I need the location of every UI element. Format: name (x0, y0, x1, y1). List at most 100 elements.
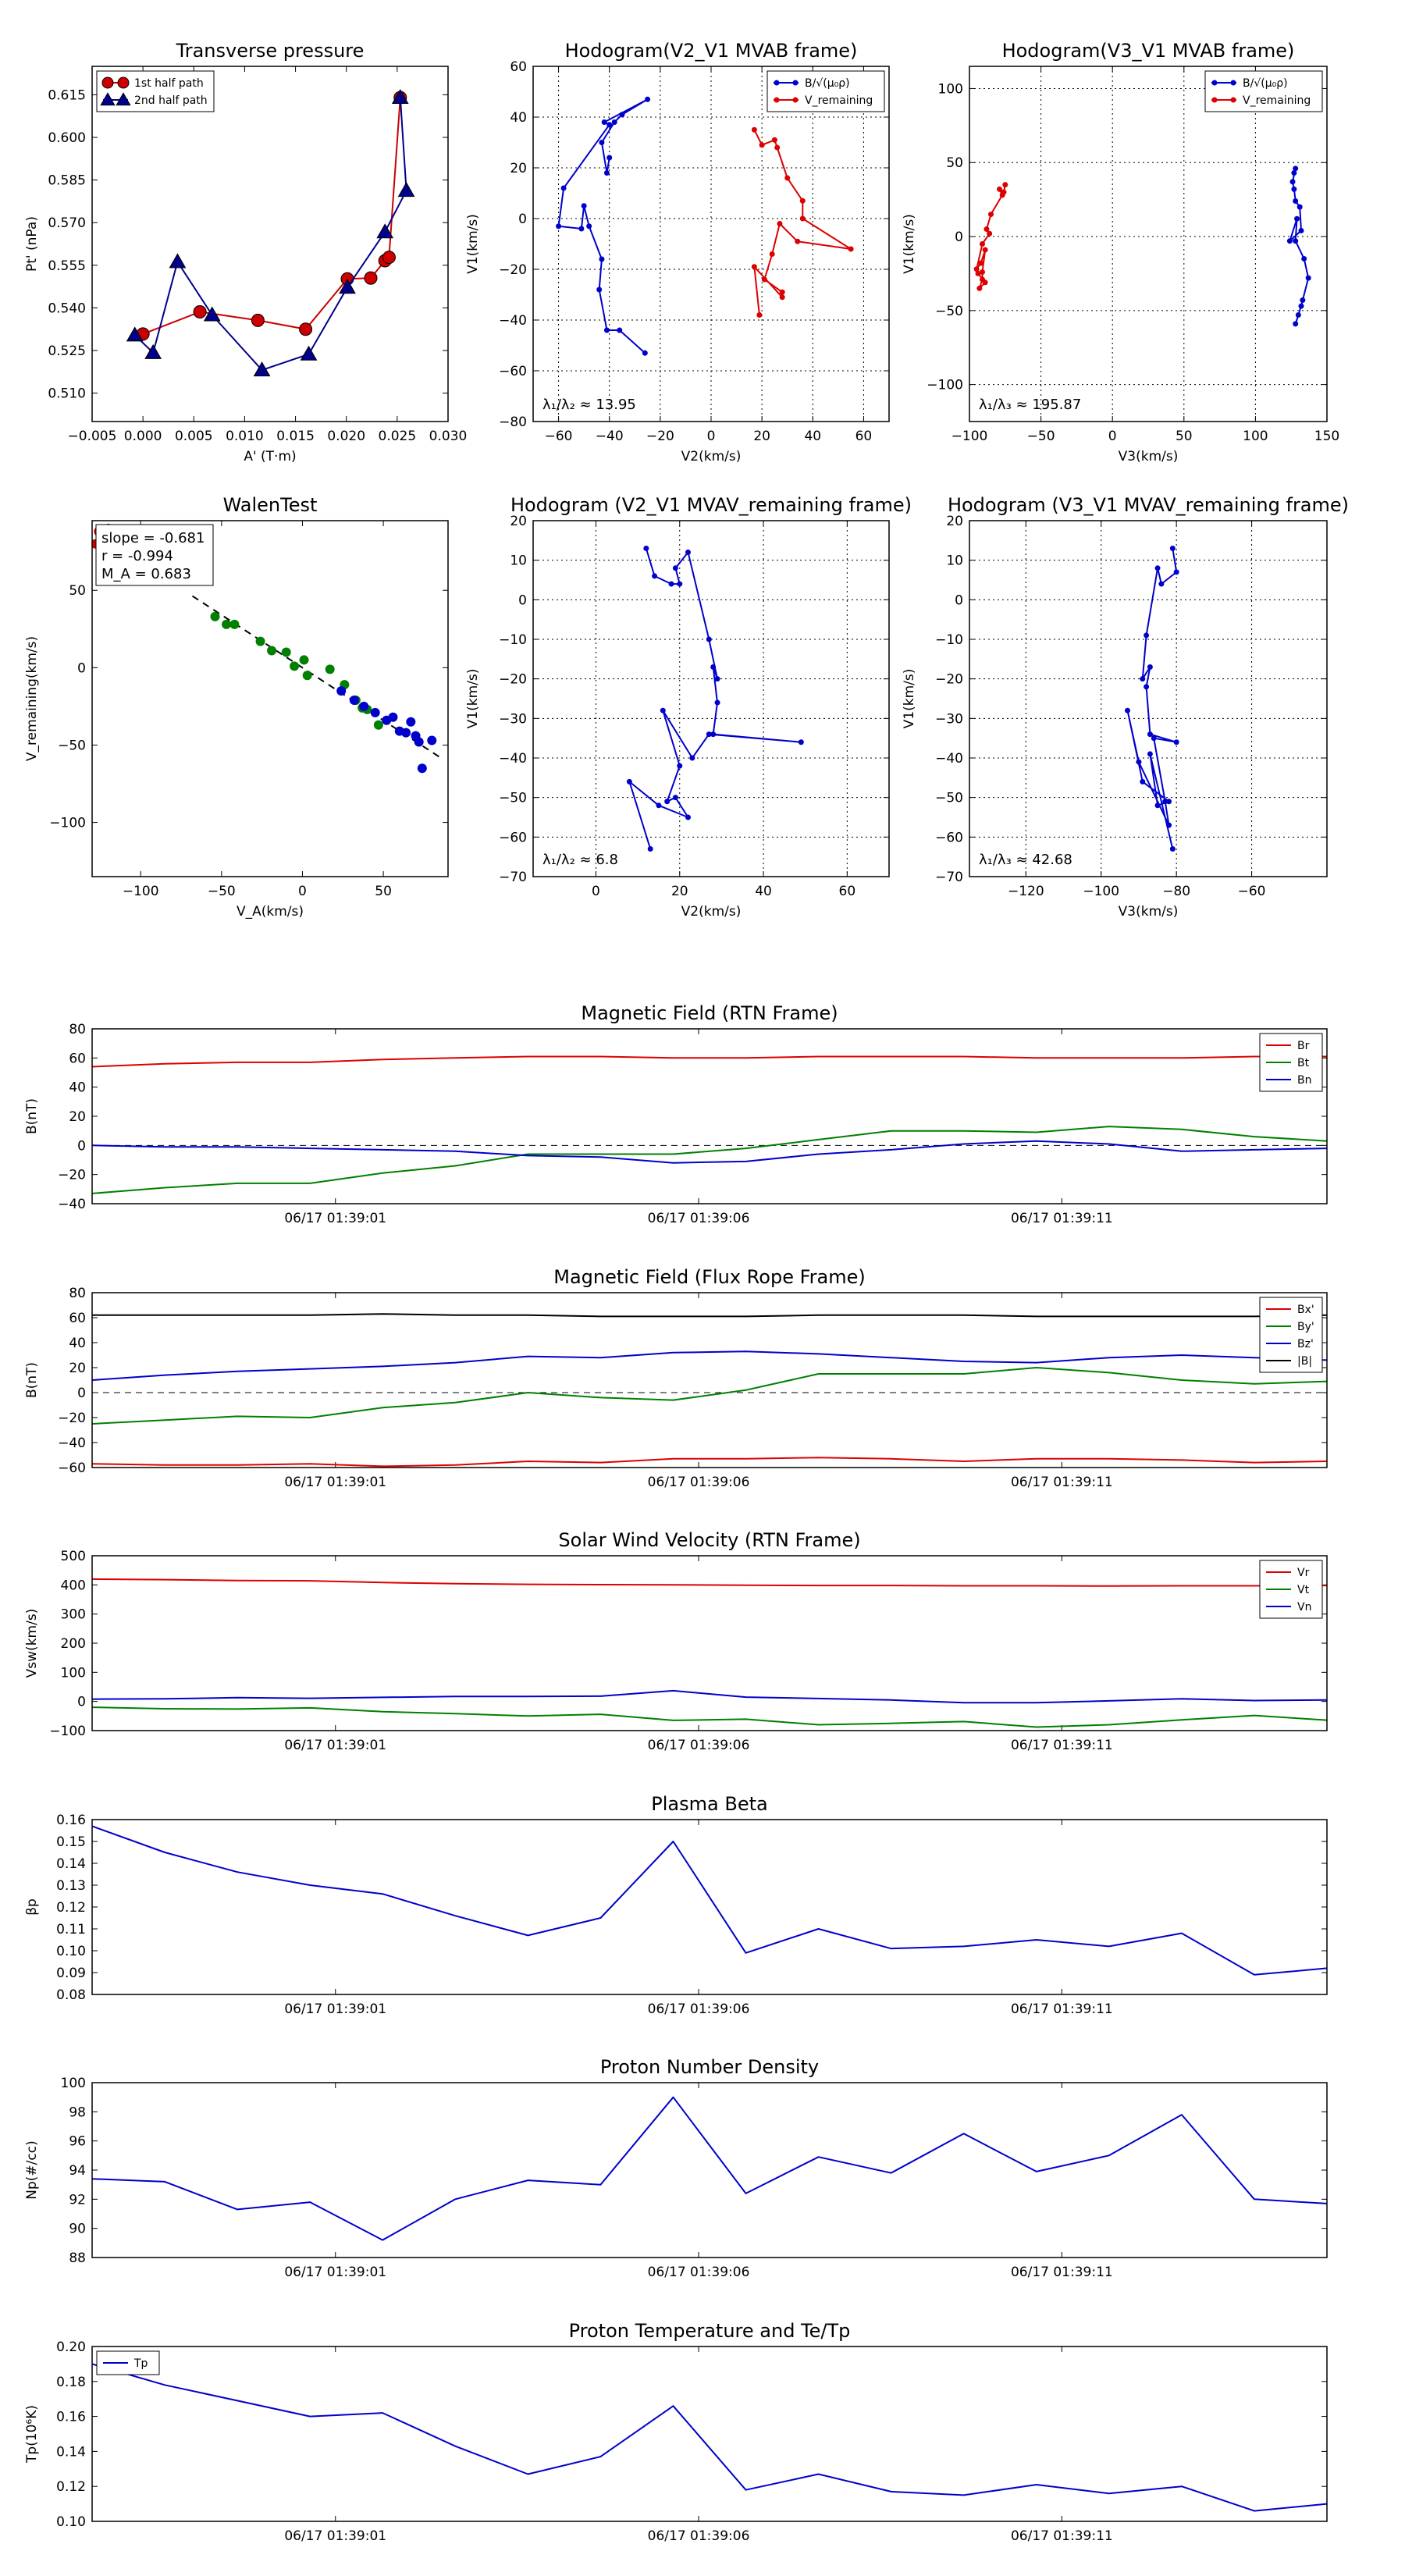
series-v-remaining-marker (979, 269, 985, 276)
legend-label: Bt (1297, 1057, 1310, 1069)
series-trajectory-marker (668, 581, 674, 587)
legend-box (1204, 70, 1323, 112)
series-tp-line (92, 2363, 1327, 2512)
y-tick-label: −100 (49, 816, 86, 831)
series-trajectory-marker (1158, 581, 1165, 587)
chart-8: Magnetic Field (Flux Rope Frame) 06/17 01… (24, 1266, 1328, 1490)
series-2nd-half-path-marker (397, 182, 415, 197)
y-axis-label: V1(km/s) (902, 214, 917, 274)
chart-5: Hodogram (V2_V1 MVAV_remaining frame) 0 20… (465, 494, 912, 920)
x-tick-label: −120 (1008, 884, 1044, 899)
series-trajectory-marker (656, 802, 662, 809)
x-tick-label: −40 (596, 429, 624, 444)
y-tick-label: 0 (77, 1695, 86, 1710)
series-v-remaining-marker (751, 126, 757, 133)
y-tick-label: 80 (69, 1286, 86, 1301)
y-tick-label: −50 (935, 304, 963, 319)
x-axis-label: V_A(km/s) (237, 904, 304, 920)
y-tick-label: 0.10 (56, 2514, 86, 2530)
plot-frame (91, 1819, 1328, 1995)
y-tick-label: 0.570 (48, 215, 86, 231)
legend-label: B/√(μ₀ρ) (1243, 77, 1288, 90)
y-tick-label: 50 (946, 155, 963, 171)
x-tick-label: 06/17 01:39:01 (284, 2265, 386, 2280)
x-tick-label: 06/17 01:39:01 (284, 1211, 386, 1226)
y-tick-label: −50 (499, 791, 527, 806)
x-tick-label: −100 (123, 884, 159, 899)
series-trajectory-marker (1140, 676, 1146, 682)
series-trajectory-marker (1124, 707, 1130, 713)
series-trajectory-marker (685, 814, 691, 820)
y-tick-label: 300 (61, 1607, 86, 1623)
y-tick-label: −20 (58, 1411, 86, 1426)
series-2nd-half-path-marker (339, 279, 356, 294)
series-v-remaining-marker (987, 230, 993, 237)
series-vt-line (92, 1706, 1327, 1728)
y-axis-label: Np(#/cc) (24, 2140, 40, 2199)
chart-title: Hodogram(V3_V1 MVAB frame) (1002, 40, 1295, 62)
legend-marker (1230, 80, 1236, 86)
plot-frame (969, 66, 1328, 422)
y-tick-label: 40 (69, 1336, 86, 1351)
x-tick-label: 06/17 01:39:01 (284, 2528, 386, 2544)
x-tick-label: 06/17 01:39:06 (648, 1475, 750, 1490)
y-tick-label: −50 (58, 738, 86, 753)
eigenvalue-ratio-annotation: λ₁/λ₃ ≈ 42.68 (979, 852, 1072, 868)
x-tick-label: 0 (298, 884, 307, 899)
series-green-point (373, 720, 383, 730)
series-v-remaining-marker (771, 137, 777, 143)
series-v-remaining-line (753, 129, 852, 315)
series-2nd-half-path-marker (144, 343, 162, 359)
series-trajectory-marker (1166, 799, 1172, 805)
legend-label: Br (1297, 1040, 1310, 1052)
x-tick-label: 06/17 01:39:06 (648, 1738, 750, 1753)
series-blue-point (417, 763, 427, 774)
legend-label: Vr (1297, 1567, 1310, 1579)
x-tick-label: 06/17 01:39:01 (284, 1738, 386, 1753)
x-tick-label: 06/17 01:39:06 (648, 2265, 750, 2280)
x-tick-label: 06/17 01:39:11 (1011, 2528, 1113, 2544)
x-tick-label: 40 (755, 884, 772, 899)
series-b-marker (603, 170, 610, 176)
x-tick-label: −50 (1027, 429, 1055, 444)
y-tick-label: 500 (61, 1549, 86, 1564)
x-tick-label: 60 (839, 884, 856, 899)
series-b-marker (599, 256, 605, 262)
y-tick-label: −20 (499, 672, 527, 688)
x-tick-label: 150 (1314, 429, 1339, 444)
y-tick-label: −10 (935, 632, 963, 648)
series-green-point (281, 647, 291, 657)
series-br-line (92, 1055, 1327, 1068)
x-axis-label: V2(km/s) (681, 449, 742, 464)
series-b-marker (1298, 227, 1304, 233)
series-b-marker (1301, 255, 1307, 262)
plot-data (973, 165, 1311, 327)
eigenvalue-ratio-annotation: λ₁/λ₂ ≈ 6.8 (542, 852, 618, 868)
x-tick-label: −60 (545, 429, 573, 444)
series-b-marker (1295, 312, 1301, 318)
series-blue-point (349, 695, 359, 705)
y-tick-label: −10 (499, 632, 527, 648)
series-v-remaining-marker (756, 312, 763, 318)
y-axis-label: Vsw(km/s) (24, 1609, 40, 1678)
series-trajectory-marker (643, 545, 649, 551)
y-tick-label: −70 (935, 870, 963, 885)
y-tick-label: −60 (935, 830, 963, 845)
y-tick-label: −60 (58, 1461, 86, 1476)
series-b-marker (1293, 321, 1299, 327)
eigenvalue-ratio-annotation: λ₁/λ₃ ≈ 195.87 (979, 397, 1081, 413)
series-trajectory-marker (1144, 684, 1150, 690)
y-tick-label: 80 (69, 1022, 86, 1037)
y-tick-label: −50 (935, 791, 963, 806)
y-tick-label: 90 (69, 2222, 86, 2237)
plot-data (626, 545, 804, 852)
plot-frame (532, 66, 890, 422)
plot-frame (91, 2346, 1328, 2522)
series-trajectory-marker (1169, 846, 1176, 852)
series-bz-line (92, 1350, 1327, 1381)
series-green-point (229, 619, 240, 629)
x-tick-label: 0 (592, 884, 600, 899)
fit-stats-box (95, 524, 214, 586)
eigenvalue-ratio-annotation: λ₁/λ₂ ≈ 13.95 (542, 397, 636, 413)
series-b-marker (1293, 198, 1299, 205)
